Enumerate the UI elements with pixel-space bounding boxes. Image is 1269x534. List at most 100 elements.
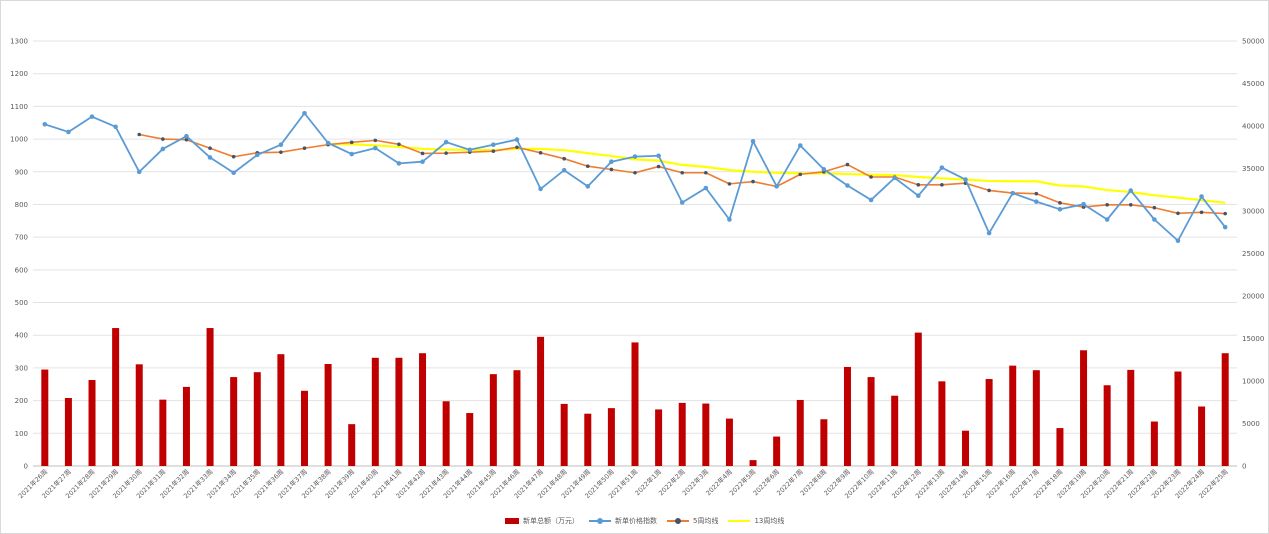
legend-item-ma13: 13周均线 — [728, 516, 784, 526]
price-index-point — [963, 177, 968, 182]
ma5-point — [987, 188, 991, 193]
bar — [395, 357, 403, 466]
ma5-point — [184, 137, 189, 142]
ma5-point — [940, 183, 944, 187]
bar — [230, 377, 238, 466]
ma5-point — [420, 151, 425, 156]
price-index-point — [1104, 217, 1110, 222]
legend-swatch-price-index — [589, 517, 611, 525]
bar — [537, 336, 545, 466]
bar — [324, 364, 332, 466]
ma5-point — [161, 137, 165, 141]
price-index-point — [703, 185, 709, 191]
ma13-line — [328, 142, 1226, 204]
bar — [773, 436, 781, 466]
ma5-point — [137, 132, 142, 137]
bar — [419, 353, 427, 466]
bar — [466, 413, 474, 466]
left-tick-label: 800 — [15, 201, 28, 209]
ma5-point — [704, 170, 708, 175]
legend-label-ma5: 5周均线 — [693, 517, 719, 525]
ma5-point — [444, 151, 448, 155]
bar — [891, 395, 899, 466]
ma5-point — [302, 146, 307, 151]
bar — [159, 399, 167, 466]
price-index-point — [302, 110, 307, 116]
bar — [1198, 406, 1206, 466]
bar — [1080, 350, 1088, 466]
ma5-point — [208, 146, 212, 151]
ma5-point — [1034, 191, 1039, 196]
price-index-point — [443, 139, 449, 145]
price-index-point — [609, 159, 614, 164]
bar — [88, 380, 96, 466]
bar — [41, 369, 49, 466]
bar — [702, 403, 710, 466]
ma5-point — [633, 170, 637, 175]
price-index-point — [514, 137, 520, 142]
bar — [489, 374, 497, 466]
price-index-point — [467, 147, 473, 153]
ma5-point — [373, 138, 378, 143]
bar — [135, 364, 143, 466]
bar — [560, 403, 568, 466]
legend-swatch-ma13 — [728, 517, 751, 525]
bar — [442, 401, 450, 466]
price-index-point — [1010, 190, 1016, 196]
left-axis-ticks: 0 100 200 300 400 500 600 700 800 900 1000 1100 1200… — [10, 38, 28, 471]
legend-swatch-bar — [505, 518, 519, 524]
bar — [1103, 385, 1111, 466]
price-index-point — [113, 124, 118, 130]
bar — [371, 357, 379, 466]
legend-item-bar: 新单总额（万元） — [505, 516, 579, 526]
price-index-point — [821, 167, 827, 172]
left-tick-label: 100 — [15, 430, 28, 438]
bar — [678, 402, 686, 466]
legend-item-price-index: 新单价格指数 — [589, 516, 657, 526]
bar — [655, 409, 663, 466]
bar — [725, 418, 733, 466]
bar — [843, 366, 851, 466]
legend-item-ma5: 5周均线 — [667, 516, 718, 526]
left-tick-label: 0 — [24, 463, 28, 471]
price-index-point — [915, 193, 921, 198]
ma5-point — [1199, 210, 1204, 215]
bar — [112, 328, 120, 466]
bar — [206, 328, 214, 466]
price-index-point — [278, 142, 284, 147]
bar — [914, 332, 922, 466]
x-axis-ticks: 2021年26周2021年27周2021年28周2021年29周2021年30周… — [16, 467, 1230, 500]
ma5-point — [916, 183, 921, 187]
bar — [182, 386, 190, 466]
left-tick-label: 1000 — [10, 136, 28, 144]
price-index-point — [89, 114, 95, 119]
bar — [985, 379, 993, 466]
price-index-point — [845, 183, 850, 188]
ma5-point — [798, 172, 803, 177]
right-tick-label: 25000 — [1242, 250, 1264, 258]
legend-swatch-ma5 — [667, 517, 689, 525]
price-index-point — [679, 200, 685, 205]
bar-series — [41, 328, 1229, 466]
bar — [1009, 365, 1017, 466]
bar — [749, 460, 757, 466]
price-index-point — [1034, 199, 1039, 204]
bar — [1221, 353, 1229, 466]
ma5-point — [491, 149, 496, 153]
price-index-point — [1152, 217, 1157, 222]
price-index-point — [396, 161, 402, 166]
price-index-point — [491, 142, 496, 147]
ma5-point — [279, 150, 283, 154]
ma5-point — [349, 140, 354, 145]
bar — [348, 424, 356, 466]
legend-label-ma13: 13周均线 — [754, 517, 785, 525]
right-axis-ticks: 0 5000 10000 15000 20000 25000 30000 35000 40000… — [1242, 38, 1264, 471]
left-tick-label: 1200 — [10, 70, 28, 78]
bar — [796, 399, 804, 466]
legend-label-bar: 新单总额（万元） — [523, 517, 579, 525]
ma5-point — [1152, 205, 1157, 210]
bar — [253, 372, 261, 466]
left-tick-label: 200 — [15, 397, 28, 405]
left-tick-label: 700 — [15, 234, 28, 242]
ma5-point — [656, 164, 661, 169]
